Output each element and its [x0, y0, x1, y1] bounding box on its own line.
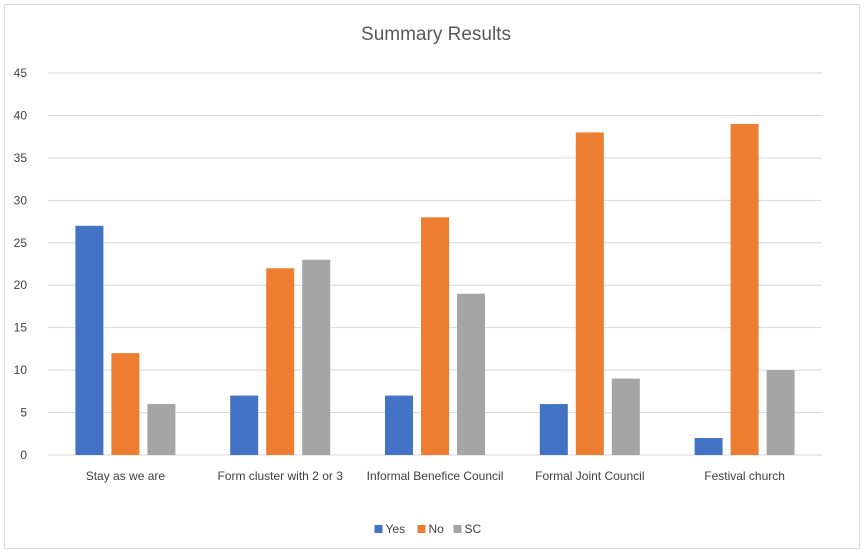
legend-label-yes: Yes [386, 522, 406, 536]
legend-label-sc: SC [465, 522, 482, 536]
y-tick-label: 30 [14, 193, 28, 207]
y-tick-label: 45 [14, 66, 28, 80]
bar-no-4 [730, 123, 759, 455]
bar-no-1 [266, 268, 295, 455]
y-tick-label: 0 [20, 448, 27, 462]
bar-no-0 [111, 353, 140, 455]
legend-swatch-sc [453, 525, 462, 533]
bar-yes-0 [75, 225, 104, 455]
y-tick-label: 10 [14, 363, 28, 377]
chart-title: Summary Results [361, 24, 511, 45]
legend-swatch-yes [374, 525, 383, 533]
bar-sc-1 [302, 259, 331, 455]
y-tick-label: 20 [14, 278, 28, 292]
x-category-label: Stay as we are [86, 469, 166, 483]
y-tick-label: 25 [14, 236, 28, 250]
y-tick-label: 15 [14, 321, 28, 335]
legend-label-no: No [429, 522, 445, 536]
bar-sc-4 [766, 370, 795, 455]
bar-no-3 [575, 132, 604, 455]
y-tick-label: 5 [20, 406, 27, 420]
bar-yes-1 [230, 395, 259, 455]
bar-yes-4 [694, 438, 723, 455]
bar-sc-3 [611, 378, 640, 455]
bar-no-2 [421, 217, 449, 455]
bar-sc-0 [147, 404, 176, 455]
bars [75, 123, 795, 455]
x-axis-category-labels: Stay as we are Form cluster with 2 or 3 In… [86, 469, 785, 483]
bar-sc-2 [457, 293, 485, 455]
y-axis-tick-labels: 0 5 10 15 20 25 30 35 40 45 [14, 66, 28, 462]
y-tick-label: 40 [14, 108, 28, 122]
gridlines [48, 72, 822, 456]
x-category-label: Formal Joint Council [535, 469, 644, 483]
legend: Yes No SC [374, 522, 482, 536]
bar-yes-2 [385, 395, 413, 455]
x-category-label: Form cluster with 2 or 3 [218, 469, 344, 483]
x-category-label: Festival church [704, 469, 785, 483]
bar-yes-3 [539, 404, 568, 455]
y-tick-label: 35 [14, 151, 28, 165]
x-category-label: Informal Benefice Council [367, 469, 504, 483]
legend-swatch-no [417, 525, 426, 533]
